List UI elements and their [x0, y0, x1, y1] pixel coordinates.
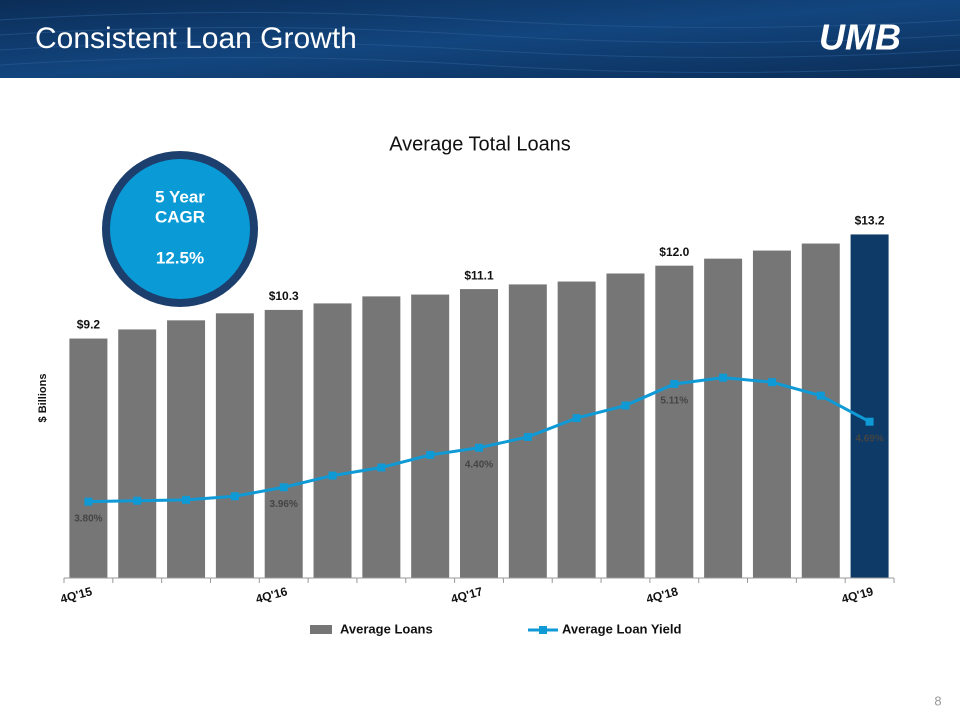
- line-marker: [182, 495, 191, 504]
- bar: [606, 273, 645, 578]
- line-value-label: 3.80%: [74, 513, 102, 524]
- line-marker: [377, 463, 386, 472]
- line-marker: [865, 417, 874, 426]
- bar-value-label: $11.1: [464, 268, 494, 282]
- line-marker: [475, 443, 483, 452]
- bar: [313, 303, 352, 578]
- line-marker: [523, 432, 532, 441]
- line-marker: [328, 471, 337, 480]
- bar: [362, 296, 401, 578]
- y-axis-label: $ Billions: [37, 374, 49, 423]
- slide-title: Consistent Loan Growth: [35, 22, 357, 55]
- x-tick-label: 4Q'16: [254, 584, 289, 606]
- bar-value-label: $12.0: [659, 245, 689, 259]
- line-marker: [133, 496, 142, 505]
- legend-swatch: [539, 626, 547, 634]
- chart-title: Average Total Loans: [389, 133, 571, 155]
- x-tick-label: 4Q'19: [840, 584, 875, 606]
- line-value-label: 4.40%: [465, 459, 493, 470]
- x-tick-label: 4Q'15: [59, 584, 94, 606]
- line-marker: [279, 483, 288, 492]
- bar: [264, 309, 303, 578]
- page-number: 8: [934, 693, 941, 708]
- bar-value-label: $9.2: [77, 318, 101, 332]
- line-marker: [621, 401, 630, 410]
- line-marker: [670, 379, 679, 388]
- line-marker: [719, 373, 728, 382]
- x-tick-label: 4Q'18: [645, 584, 680, 606]
- bar: [411, 294, 450, 578]
- bar: [752, 250, 791, 578]
- line-marker: [84, 497, 93, 506]
- header-waves: [0, 12, 960, 73]
- legend-swatch: [310, 625, 332, 634]
- bar: [215, 313, 254, 578]
- bar: [557, 281, 596, 578]
- line-marker: [426, 450, 435, 459]
- bar: [118, 329, 157, 578]
- legend-label: Average Loan Yield: [562, 621, 682, 636]
- line-value-label: 4.69%: [855, 433, 883, 444]
- x-tick-label: 4Q'17: [449, 584, 484, 606]
- callout-text: CAGR: [155, 207, 205, 226]
- line-marker: [816, 391, 825, 400]
- line-marker: [230, 492, 239, 501]
- callout-value: 12.5%: [156, 248, 204, 267]
- legend-label: Average Loans: [340, 621, 433, 636]
- bar: [69, 338, 108, 578]
- logo: UMB: [819, 17, 901, 58]
- bar: [167, 320, 206, 578]
- callout-text: 5 Year: [155, 187, 205, 206]
- line-marker: [767, 378, 776, 387]
- bar-value-label: $13.2: [855, 214, 885, 228]
- bar-value-label: $10.3: [269, 289, 299, 303]
- line-value-label: 3.96%: [270, 499, 298, 510]
- line-marker: [572, 414, 581, 423]
- line-value-label: 5.11%: [660, 396, 688, 407]
- bar: [655, 265, 694, 578]
- bar: [704, 258, 743, 578]
- bar: [850, 234, 889, 578]
- bar: [460, 289, 498, 578]
- bar: [801, 243, 840, 578]
- callout-circle: [110, 159, 250, 299]
